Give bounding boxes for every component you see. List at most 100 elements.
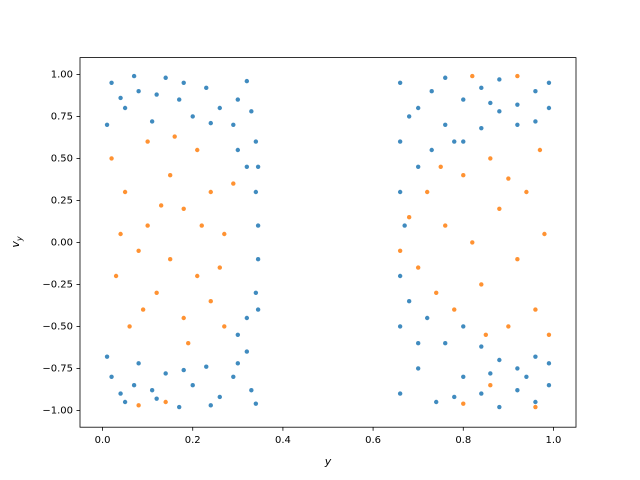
point (515, 388, 520, 393)
point (140, 307, 146, 312)
point (145, 223, 150, 228)
point (181, 315, 186, 321)
point (208, 403, 213, 408)
point (186, 341, 191, 346)
point (402, 223, 407, 228)
point (443, 223, 448, 228)
point (524, 189, 529, 195)
point (231, 181, 236, 186)
point (397, 273, 403, 279)
point (461, 97, 466, 102)
point (515, 102, 520, 107)
point (452, 139, 457, 144)
point (204, 364, 209, 369)
point (533, 354, 538, 359)
point (181, 80, 186, 86)
point (122, 105, 128, 111)
y-tick-label: 0.25 (51, 195, 73, 206)
point (497, 357, 502, 363)
point (425, 315, 430, 321)
point (415, 164, 421, 169)
point (154, 92, 159, 97)
point (217, 394, 222, 400)
point (127, 324, 132, 329)
point (113, 273, 119, 279)
point (208, 299, 213, 304)
point (497, 109, 502, 114)
point (244, 349, 250, 354)
point (488, 156, 493, 161)
point (546, 105, 552, 111)
point (470, 73, 475, 79)
point (167, 257, 173, 262)
point (235, 361, 241, 366)
point (438, 164, 443, 169)
point (415, 105, 421, 111)
point (163, 75, 168, 80)
point (181, 367, 186, 373)
point (190, 114, 195, 119)
point (479, 344, 484, 349)
point (149, 119, 155, 124)
point (208, 189, 213, 195)
point (244, 315, 250, 321)
point (177, 97, 182, 102)
x-tick-label: 0.2 (185, 435, 201, 446)
point (542, 231, 547, 237)
x-tick-label: 0.4 (275, 435, 291, 446)
point (136, 403, 141, 408)
point (415, 366, 421, 371)
point (249, 109, 254, 114)
point (488, 371, 493, 376)
point (452, 394, 457, 400)
point (397, 80, 403, 86)
point (249, 388, 254, 393)
point (109, 374, 114, 379)
point (167, 173, 173, 178)
axes-frame (79, 57, 577, 428)
point (235, 332, 241, 337)
point (208, 120, 213, 126)
point (434, 399, 439, 405)
point (253, 139, 259, 144)
point (109, 156, 114, 161)
point (177, 404, 182, 410)
point (195, 273, 200, 279)
x-tick-label: 0.0 (95, 435, 111, 446)
point (397, 391, 403, 396)
y-tick-label: 0.50 (51, 153, 73, 164)
y-tick-label: −1.00 (42, 405, 73, 416)
point (506, 324, 511, 329)
point (546, 332, 552, 337)
point (122, 189, 128, 195)
point (131, 73, 137, 79)
y-tick-label: 1.00 (51, 69, 73, 80)
point (255, 164, 261, 169)
point (190, 383, 195, 388)
point (181, 206, 186, 211)
point (217, 105, 222, 111)
point (397, 189, 403, 195)
point (479, 125, 484, 131)
y-axis-label: vy (9, 236, 24, 248)
point (533, 89, 538, 94)
point (235, 147, 241, 153)
point (253, 290, 259, 295)
point (172, 134, 177, 139)
point (204, 85, 209, 91)
point (118, 391, 123, 396)
point (443, 122, 448, 128)
point (136, 361, 141, 366)
point (231, 122, 236, 128)
point (415, 341, 421, 346)
point (479, 282, 484, 287)
point (104, 122, 110, 128)
point (497, 206, 502, 211)
point (461, 374, 466, 379)
x-axis-label: y (324, 455, 332, 468)
point (533, 404, 538, 410)
point (253, 189, 259, 195)
point (154, 396, 159, 401)
point (429, 89, 434, 94)
y-tick-label: −0.75 (42, 363, 73, 374)
